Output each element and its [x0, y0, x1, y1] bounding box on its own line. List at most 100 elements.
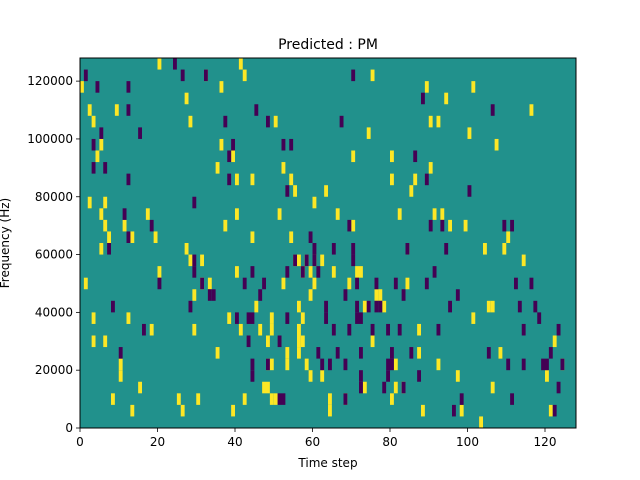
heatmap-cell-high [285, 347, 290, 359]
heatmap-cell-high [467, 127, 472, 139]
heatmap-cell-high [486, 300, 491, 313]
heatmap-cell-low [223, 115, 228, 128]
heatmap-cell-high [300, 312, 305, 324]
heatmap-cell-low [188, 300, 193, 313]
heatmap-cell-high [87, 196, 92, 209]
heatmap-cell-low [328, 358, 332, 371]
heatmap-cell-high [479, 416, 484, 428]
heatmap-cell-high [111, 393, 115, 405]
heatmap-cell-high [413, 173, 418, 186]
heatmap-cell-low [424, 277, 429, 290]
heatmap-cell-low [235, 312, 239, 324]
heatmap-cell-low [397, 323, 402, 336]
heatmap-cell-low [335, 347, 340, 359]
heatmap-cell-low [250, 370, 255, 382]
heatmap-cell-low [138, 127, 143, 139]
heatmap-cell-low [351, 254, 356, 267]
heatmap-cell-low [192, 196, 197, 209]
heatmap-cell-high [397, 208, 402, 220]
heatmap-cell-high [312, 196, 317, 209]
heatmap-cell-low [122, 208, 127, 220]
heatmap-cell-high [490, 381, 495, 394]
heatmap-cell-low [266, 358, 270, 371]
heatmap-cell-high [188, 115, 193, 128]
heatmap-cell-low [386, 358, 391, 371]
heatmap-cell-low [289, 138, 294, 151]
heatmap-cell-high [378, 289, 383, 301]
heatmap-cell-high [320, 370, 325, 382]
heatmap-cell-high [308, 289, 313, 301]
heatmap-cell-low [537, 312, 542, 324]
heatmap-cell-high [269, 358, 274, 371]
heatmap-cell-high [382, 300, 387, 313]
heatmap-cell-high [138, 381, 143, 394]
heatmap-cell-low [502, 219, 507, 232]
heatmap-cell-high [355, 266, 360, 278]
heatmap-cell-high [200, 254, 205, 267]
heatmap-cell-low [452, 404, 456, 417]
heatmap-cell-high [277, 208, 282, 220]
heatmap-cell-high [506, 231, 511, 243]
heatmap-cell-low [448, 300, 453, 313]
heatmap-cell-low [126, 231, 131, 243]
heatmap-cell-low [444, 243, 449, 255]
heatmap-cell-high [393, 381, 398, 394]
heatmap-cell-low [401, 381, 406, 394]
heatmap-cell-high [448, 219, 453, 232]
heatmap-cell-high [250, 231, 255, 243]
heatmap-cell-high [347, 277, 352, 290]
x-tick-label: 0 [76, 435, 84, 449]
heatmap-cell-low [250, 358, 255, 371]
heatmap-cell-high [103, 219, 108, 232]
heatmap-cell-high [145, 208, 150, 220]
heatmap-cell-high [227, 312, 232, 324]
heatmap-cell-high [281, 277, 286, 290]
heatmap-cell-low [552, 404, 557, 417]
heatmap-cell-high [231, 150, 236, 163]
heatmap-cell-low [99, 127, 104, 139]
heatmap-cell-low [285, 266, 290, 278]
heatmap-cell-high [417, 323, 422, 336]
heatmap-cell-high [95, 150, 100, 163]
x-axis-label: Time step [297, 456, 357, 470]
heatmap-cell-low [428, 219, 433, 232]
heatmap-cell-high [281, 162, 286, 174]
heatmap-cell-high [157, 58, 162, 70]
heatmap-cell-low [331, 243, 336, 255]
heatmap-cell-low [355, 300, 360, 313]
heatmap-cell-low [266, 115, 270, 128]
heatmap-cell-high [273, 393, 278, 405]
heatmap-cell-low [366, 300, 371, 313]
heatmap-cell-low [192, 266, 197, 278]
heatmap-cell-low [424, 173, 429, 186]
heatmap-cell-high [250, 173, 255, 186]
heatmap-cell-low [304, 254, 309, 267]
heatmap-cell-high [366, 127, 371, 139]
heatmap-cell-low [359, 347, 363, 359]
heatmap-cells [80, 58, 565, 428]
heatmap-cell-high [235, 173, 239, 186]
heatmap-cell-low [409, 347, 414, 359]
heatmap-cell-high [390, 150, 394, 163]
heatmap-cell-low [250, 312, 255, 324]
heatmap-cell-low [421, 92, 425, 105]
y-tick-label: 120000 [27, 74, 73, 88]
heatmap-cell-high [324, 185, 329, 197]
y-tick-label: 80000 [35, 190, 73, 204]
heatmap-cell-low [517, 300, 522, 313]
heatmap-cell-high [289, 173, 294, 186]
heatmap-cell-low [359, 312, 363, 324]
heatmap-cell-high [219, 138, 224, 151]
heatmap-cell-high [215, 347, 220, 359]
heatmap-cell-low [521, 358, 526, 371]
heatmap-cell-high [390, 393, 394, 405]
heatmap-cell-high [436, 115, 441, 128]
heatmap-cell-high [118, 358, 123, 371]
heatmap-cell-high [235, 266, 239, 278]
heatmap-cell-high [351, 150, 356, 163]
heatmap-cell-low [293, 254, 298, 267]
heatmap-cell-low [355, 277, 360, 290]
heatmap-cell-high [390, 173, 394, 186]
heatmap-cell-high [300, 335, 305, 348]
y-tick-label: 0 [65, 421, 73, 435]
